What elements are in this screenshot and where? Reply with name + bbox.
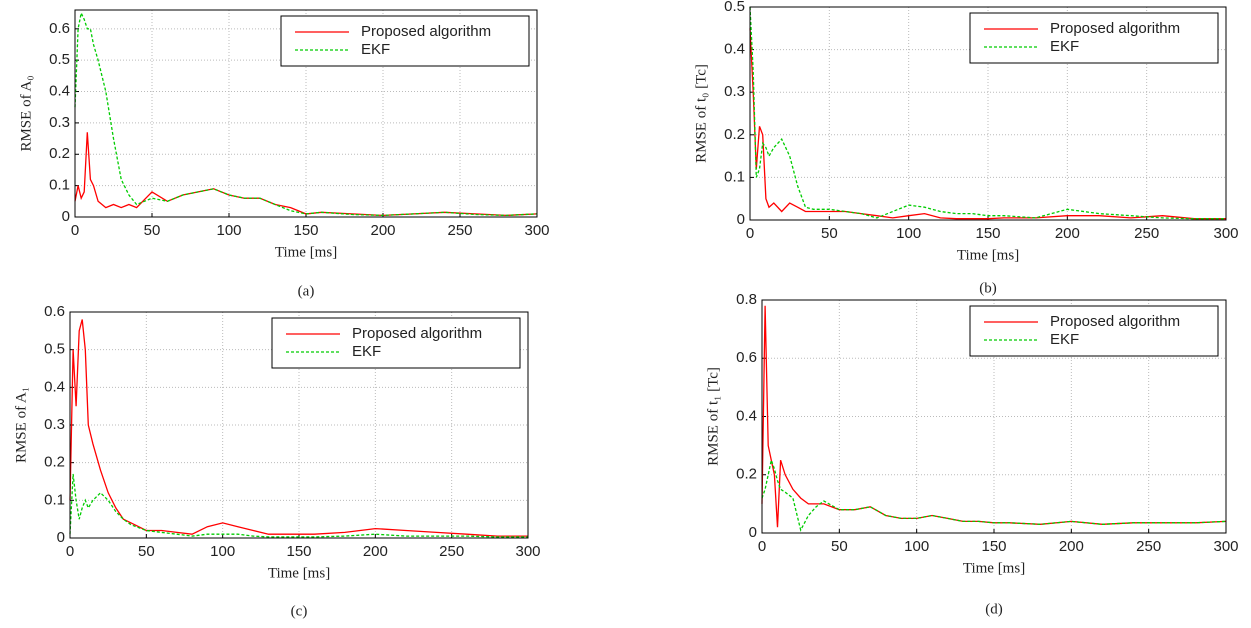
x-axis-label: Time [ms] <box>957 247 1019 263</box>
y-tick-label: 0.2 <box>44 454 65 471</box>
x-tick-label: 200 <box>1059 538 1084 555</box>
y-tick-label: 0.3 <box>724 83 745 100</box>
x-tick-label: 300 <box>524 222 549 239</box>
y-tick-label: 0.6 <box>736 349 757 366</box>
series-line <box>749 28 1226 220</box>
x-tick-label: 100 <box>210 543 235 560</box>
x-tick-label: 0 <box>758 538 766 555</box>
x-axis-label: Time [ms] <box>963 560 1025 576</box>
legend-label: EKF <box>352 343 381 360</box>
y-tick-label: 0.4 <box>44 378 65 395</box>
y-tick-label: 0 <box>62 208 70 225</box>
legend-box <box>969 305 1219 357</box>
x-tick-label: 150 <box>293 222 318 239</box>
series-line <box>74 11 538 217</box>
x-tick-label: 300 <box>1213 538 1238 555</box>
legend-box <box>271 317 521 369</box>
plot-frame <box>69 311 529 539</box>
x-tick-label: 100 <box>904 538 929 555</box>
x-tick-label: 50 <box>144 222 161 239</box>
y-tick-label: 0.5 <box>724 0 745 15</box>
x-tick-label: 150 <box>981 538 1006 555</box>
series-line <box>69 473 528 538</box>
y-tick-label: 0 <box>737 211 745 228</box>
series-line <box>69 319 528 537</box>
x-tick-label: 250 <box>439 543 464 560</box>
y-tick-label: 0.2 <box>736 466 757 483</box>
legend-label: Proposed algorithm <box>1050 20 1180 37</box>
x-tick-label: 0 <box>71 222 79 239</box>
y-tick-label: 0.4 <box>736 407 757 424</box>
y-tick-label: 0.5 <box>49 51 70 68</box>
legend-label: EKF <box>1050 331 1079 348</box>
caption: (c) <box>291 603 308 619</box>
x-tick-label: 50 <box>831 538 848 555</box>
x-tick-label: 300 <box>1213 225 1238 242</box>
y-tick-label: 0.3 <box>44 416 65 433</box>
x-tick-label: 300 <box>515 543 540 560</box>
legend-label: EKF <box>361 41 390 58</box>
y-tick-label: 0.5 <box>44 341 65 358</box>
y-tick-label: 0.1 <box>724 168 745 185</box>
series-line <box>761 305 1227 528</box>
y-tick-label: 0.6 <box>44 303 65 320</box>
legend-label: Proposed algorithm <box>1050 313 1180 330</box>
y-tick-label: 0.1 <box>44 491 65 508</box>
x-tick-label: 50 <box>821 225 838 242</box>
x-tick-label: 150 <box>975 225 1000 242</box>
y-tick-label: 0.4 <box>49 83 70 100</box>
y-tick-label: 0.8 <box>736 291 757 308</box>
legend-box <box>969 12 1219 64</box>
x-tick-label: 0 <box>66 543 74 560</box>
legend-label: Proposed algorithm <box>361 23 491 40</box>
plot-frame <box>761 299 1227 534</box>
legend-label: EKF <box>1050 38 1079 55</box>
y-axis-label: RMSE of t₁ [Tc] <box>705 367 721 466</box>
x-tick-label: 50 <box>138 543 155 560</box>
y-tick-label: 0.3 <box>49 114 70 131</box>
y-tick-label: 0 <box>749 524 757 541</box>
x-tick-label: 200 <box>370 222 395 239</box>
plot-frame <box>74 9 538 218</box>
y-axis-label: RMSE of A₁ <box>13 387 29 463</box>
y-tick-label: 0.2 <box>49 145 70 162</box>
y-axis-label: RMSE of A₀ <box>18 75 34 151</box>
x-tick-label: 0 <box>746 225 754 242</box>
caption: (a) <box>298 283 315 299</box>
x-tick-label: 200 <box>363 543 388 560</box>
x-tick-label: 250 <box>1134 225 1159 242</box>
legend-label: Proposed algorithm <box>352 325 482 342</box>
x-axis-label: Time [ms] <box>275 244 337 260</box>
legend-box <box>280 15 530 67</box>
x-tick-label: 200 <box>1055 225 1080 242</box>
y-tick-label: 0.1 <box>49 177 70 194</box>
x-tick-label: 100 <box>896 225 921 242</box>
x-tick-label: 250 <box>447 222 472 239</box>
y-tick-label: 0.2 <box>724 126 745 143</box>
caption: (d) <box>985 601 1003 617</box>
y-tick-label: 0.4 <box>724 41 745 58</box>
y-axis-label: RMSE of t₀ [Tc] <box>693 64 709 163</box>
x-axis-label: Time [ms] <box>268 565 330 581</box>
series-line <box>761 457 1227 532</box>
x-tick-label: 150 <box>286 543 311 560</box>
x-tick-label: 100 <box>216 222 241 239</box>
y-tick-label: 0 <box>57 529 65 546</box>
plot-frame <box>749 6 1227 221</box>
series-line <box>749 6 1226 220</box>
caption: (b) <box>979 280 997 296</box>
y-tick-label: 0.6 <box>49 20 70 37</box>
x-tick-label: 250 <box>1136 538 1161 555</box>
